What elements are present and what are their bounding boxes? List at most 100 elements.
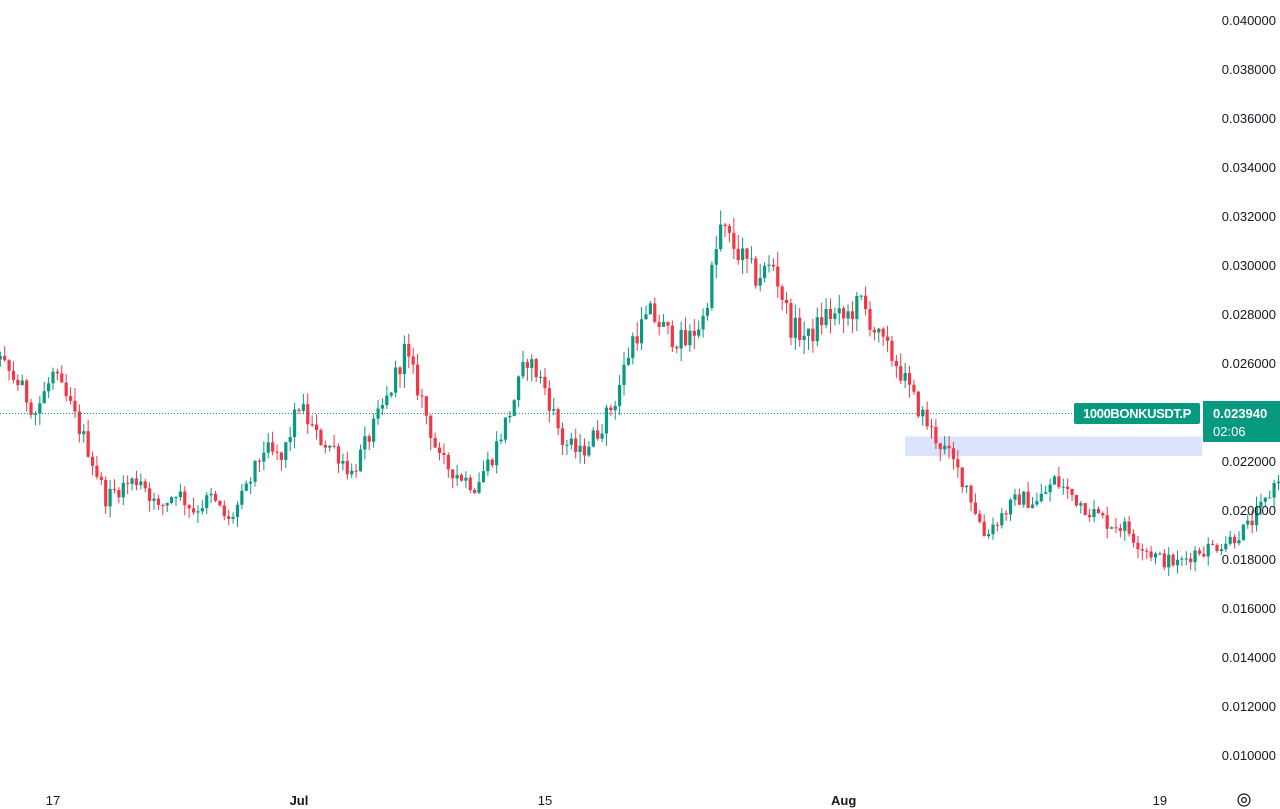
candle [486, 451, 490, 476]
candle [1118, 523, 1122, 538]
candle [1140, 543, 1144, 561]
candle [490, 457, 494, 468]
candle [877, 327, 881, 343]
candle [1180, 556, 1184, 567]
candle [499, 433, 503, 445]
candle [16, 374, 20, 391]
candle [850, 301, 855, 333]
candle [385, 386, 389, 409]
candle [762, 262, 767, 283]
candle [148, 482, 152, 512]
candle [0, 351, 2, 367]
candle [705, 302, 710, 321]
candle [745, 248, 749, 274]
candle [1088, 508, 1092, 522]
candle [323, 440, 327, 454]
gear-icon[interactable] [1237, 793, 1251, 807]
candle [25, 378, 29, 412]
candle [618, 374, 622, 415]
candle [209, 487, 213, 503]
candle [1197, 547, 1202, 556]
price-axis[interactable]: 0.040000 0.038000 0.036000 0.034000 0.032000… [1222, 13, 1276, 763]
candle [833, 307, 837, 326]
candle [587, 440, 591, 458]
candle [1109, 526, 1114, 530]
support-zone[interactable] [905, 436, 1202, 457]
candle [903, 362, 907, 389]
candle [780, 284, 784, 311]
candle [824, 298, 828, 329]
x-tick-label: 17 [46, 793, 60, 808]
candle [235, 501, 240, 528]
candle [1026, 482, 1030, 509]
candle [560, 422, 565, 455]
candle [33, 410, 38, 426]
candle [1131, 529, 1136, 548]
candle [108, 480, 112, 518]
candle [552, 397, 556, 416]
candle [336, 443, 341, 473]
candle [767, 255, 771, 273]
candle [126, 475, 130, 495]
candle [591, 426, 595, 448]
y-tick-label: 0.036000 [1222, 111, 1276, 126]
candle [639, 307, 644, 351]
support-zone-layer [905, 436, 1202, 457]
candle [407, 333, 411, 369]
price-tag-background [1203, 401, 1280, 442]
candle [692, 319, 696, 350]
candle [1215, 543, 1219, 553]
candle [776, 251, 780, 298]
time-axis[interactable]: 17Jul15Aug19Sep16Oct14 [46, 793, 1280, 808]
candle [152, 492, 156, 510]
candle [872, 326, 876, 341]
candle [921, 405, 925, 426]
candle [3, 346, 7, 362]
candle [657, 314, 661, 336]
candle [648, 301, 652, 315]
candle [328, 445, 332, 452]
candle [885, 325, 890, 352]
candle [525, 358, 529, 381]
y-tick-label: 0.020000 [1222, 503, 1276, 518]
candle [341, 453, 345, 471]
candle [1048, 478, 1052, 502]
candle [1145, 547, 1149, 559]
y-tick-label: 0.010000 [1222, 748, 1276, 763]
candle [143, 478, 147, 493]
candle [1061, 478, 1065, 495]
candle [363, 426, 367, 460]
candle [1175, 550, 1180, 574]
candle [433, 432, 437, 449]
candle [1224, 536, 1228, 553]
candle [916, 390, 920, 419]
candle [350, 463, 354, 479]
candle [231, 512, 235, 524]
candle [1272, 479, 1276, 509]
candle [1259, 493, 1263, 516]
candle [1202, 546, 1206, 558]
candle [477, 472, 481, 495]
candle [213, 490, 218, 503]
candle [1263, 497, 1267, 508]
candle [644, 305, 648, 320]
candle [20, 374, 24, 386]
candle [191, 497, 196, 515]
candle [815, 307, 819, 347]
candle [521, 350, 525, 380]
candle [1008, 497, 1013, 522]
candle [1228, 530, 1232, 546]
candle [604, 404, 609, 446]
candle [60, 365, 64, 383]
candle [543, 368, 547, 396]
candle [104, 476, 108, 515]
candle [275, 444, 279, 461]
candle [1030, 497, 1035, 509]
candle [956, 450, 960, 478]
candle [697, 320, 701, 339]
candle [666, 321, 670, 335]
candle [249, 477, 253, 495]
candle [710, 261, 714, 311]
candle [1149, 545, 1153, 562]
